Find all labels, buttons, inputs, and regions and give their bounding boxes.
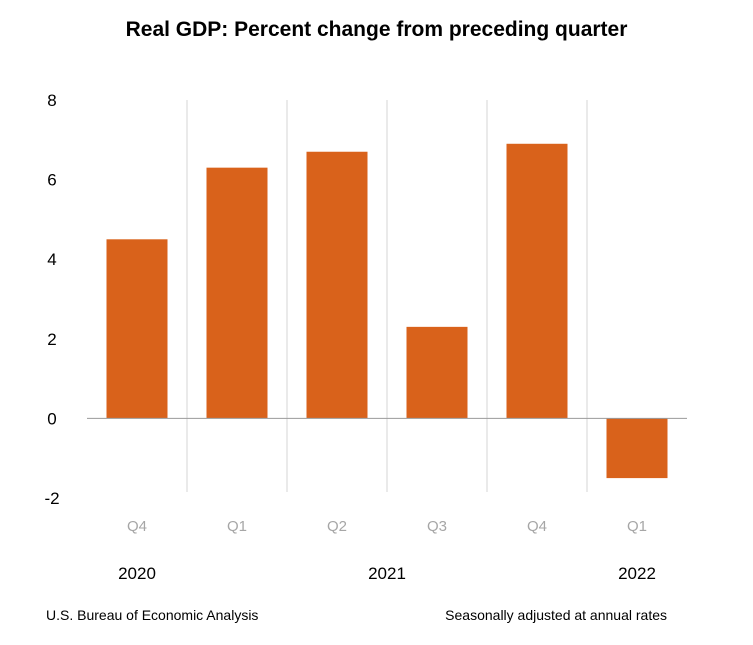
- y-tick-label: 0: [47, 409, 56, 428]
- y-tick-label: 2: [47, 330, 56, 349]
- y-tick-label: 8: [47, 91, 56, 110]
- bar-q3-3: [406, 326, 468, 419]
- x-tick-label: Q2: [327, 518, 347, 535]
- y-axis-tick-labels: 8 6 4 2 0 -2: [44, 91, 59, 508]
- x-tick-label: Q4: [127, 518, 147, 535]
- bar-q1-5: [606, 418, 668, 479]
- bar-q2-2: [306, 151, 368, 419]
- x-tick-label: Q1: [227, 518, 247, 535]
- x-axis-year-labels: 2020 2021 2022: [118, 564, 656, 583]
- year-label: 2022: [618, 564, 656, 583]
- x-axis-quarter-labels: Q4 Q1 Q2 Q3 Q4 Q1: [127, 518, 647, 535]
- x-tick-label: Q3: [427, 518, 447, 535]
- y-tick-label: 6: [47, 171, 56, 190]
- y-tick-label: 4: [47, 250, 56, 269]
- x-tick-label: Q4: [527, 518, 547, 535]
- year-label: 2021: [368, 564, 406, 583]
- y-tick-label: -2: [44, 489, 59, 508]
- year-label: 2020: [118, 564, 156, 583]
- source-note: U.S. Bureau of Economic Analysis: [46, 607, 259, 623]
- bar-q4-4: [506, 143, 568, 419]
- chart-title: Real GDP: Percent change from preceding …: [125, 18, 628, 41]
- bar-q4-0: [106, 239, 168, 419]
- x-tick-label: Q1: [627, 518, 647, 535]
- adjustment-note: Seasonally adjusted at annual rates: [445, 607, 667, 623]
- bar-q1-1: [206, 167, 268, 419]
- bars: [106, 143, 668, 479]
- group-separators: [186, 100, 588, 492]
